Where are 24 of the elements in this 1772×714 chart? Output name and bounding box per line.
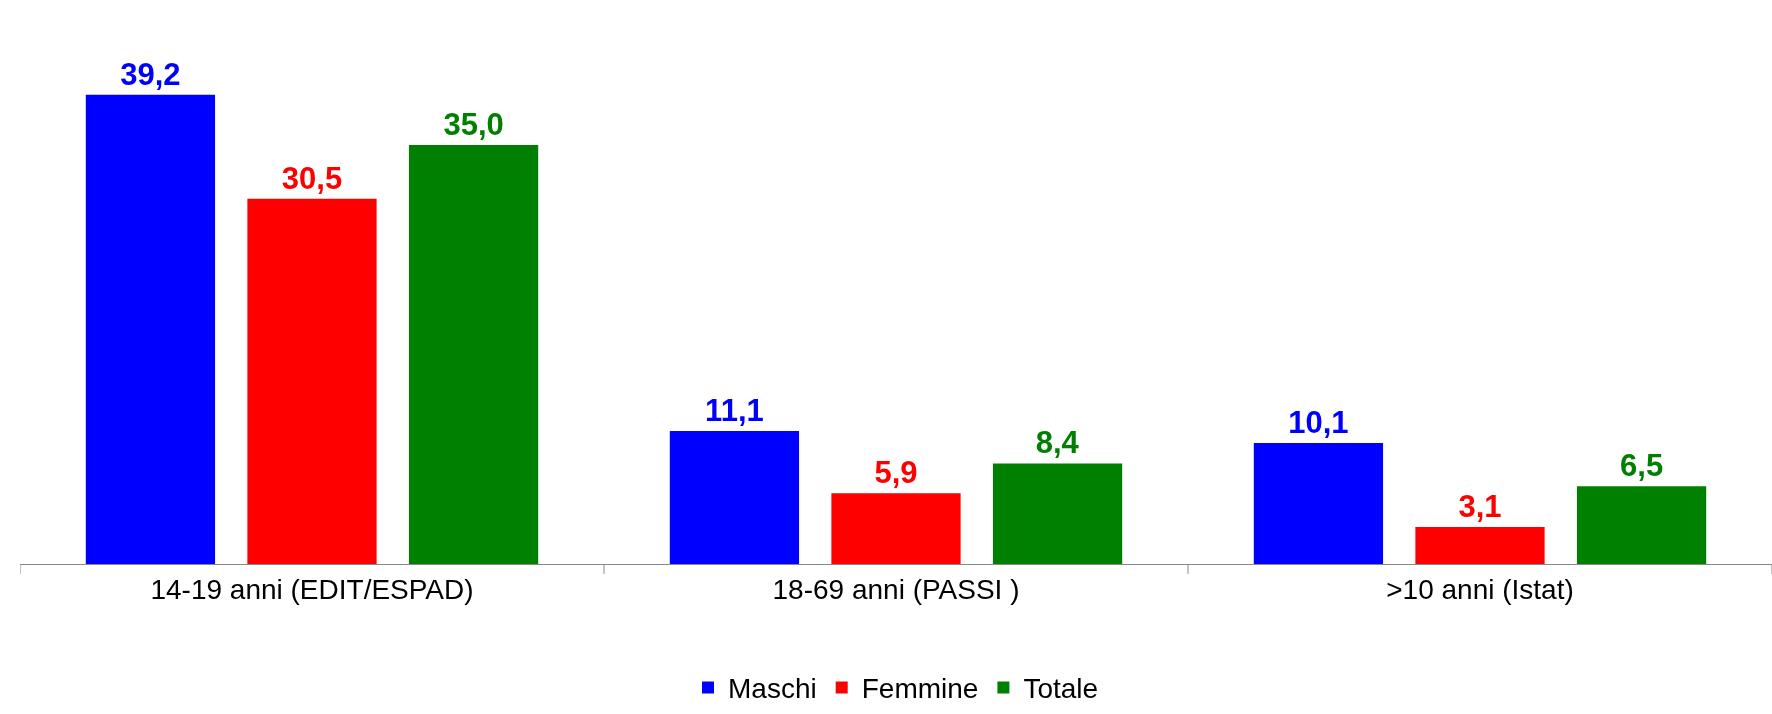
data-label: 6,5 — [1620, 448, 1664, 484]
data-label: 10,1 — [1288, 405, 1349, 441]
bar — [1576, 486, 1707, 564]
data-label: 30,5 — [281, 160, 343, 196]
bar — [669, 431, 800, 564]
bar — [1415, 526, 1545, 564]
bar — [1253, 443, 1384, 564]
data-label: 5,9 — [874, 455, 918, 491]
x-tick-label: 14-19 anni (EDIT/ESPAD) — [150, 573, 474, 605]
data-label: 11,1 — [705, 393, 764, 429]
legend-label: Femmine — [861, 673, 979, 705]
bar — [247, 198, 377, 564]
legend-label: Maschi — [728, 673, 817, 705]
legend-label: Totale — [1023, 673, 1099, 705]
bar — [85, 94, 216, 564]
bar — [992, 463, 1123, 564]
bar — [831, 493, 961, 564]
data-label: 39,2 — [120, 56, 181, 92]
data-label: 3,1 — [1458, 488, 1502, 524]
x-tick-label: 18-69 anni (PASSI ) — [772, 573, 1020, 605]
data-label: 8,4 — [1035, 425, 1080, 461]
x-tick-label: >10 anni (Istat) — [1386, 573, 1574, 605]
data-label: 35,0 — [443, 106, 504, 142]
bar — [408, 144, 539, 564]
